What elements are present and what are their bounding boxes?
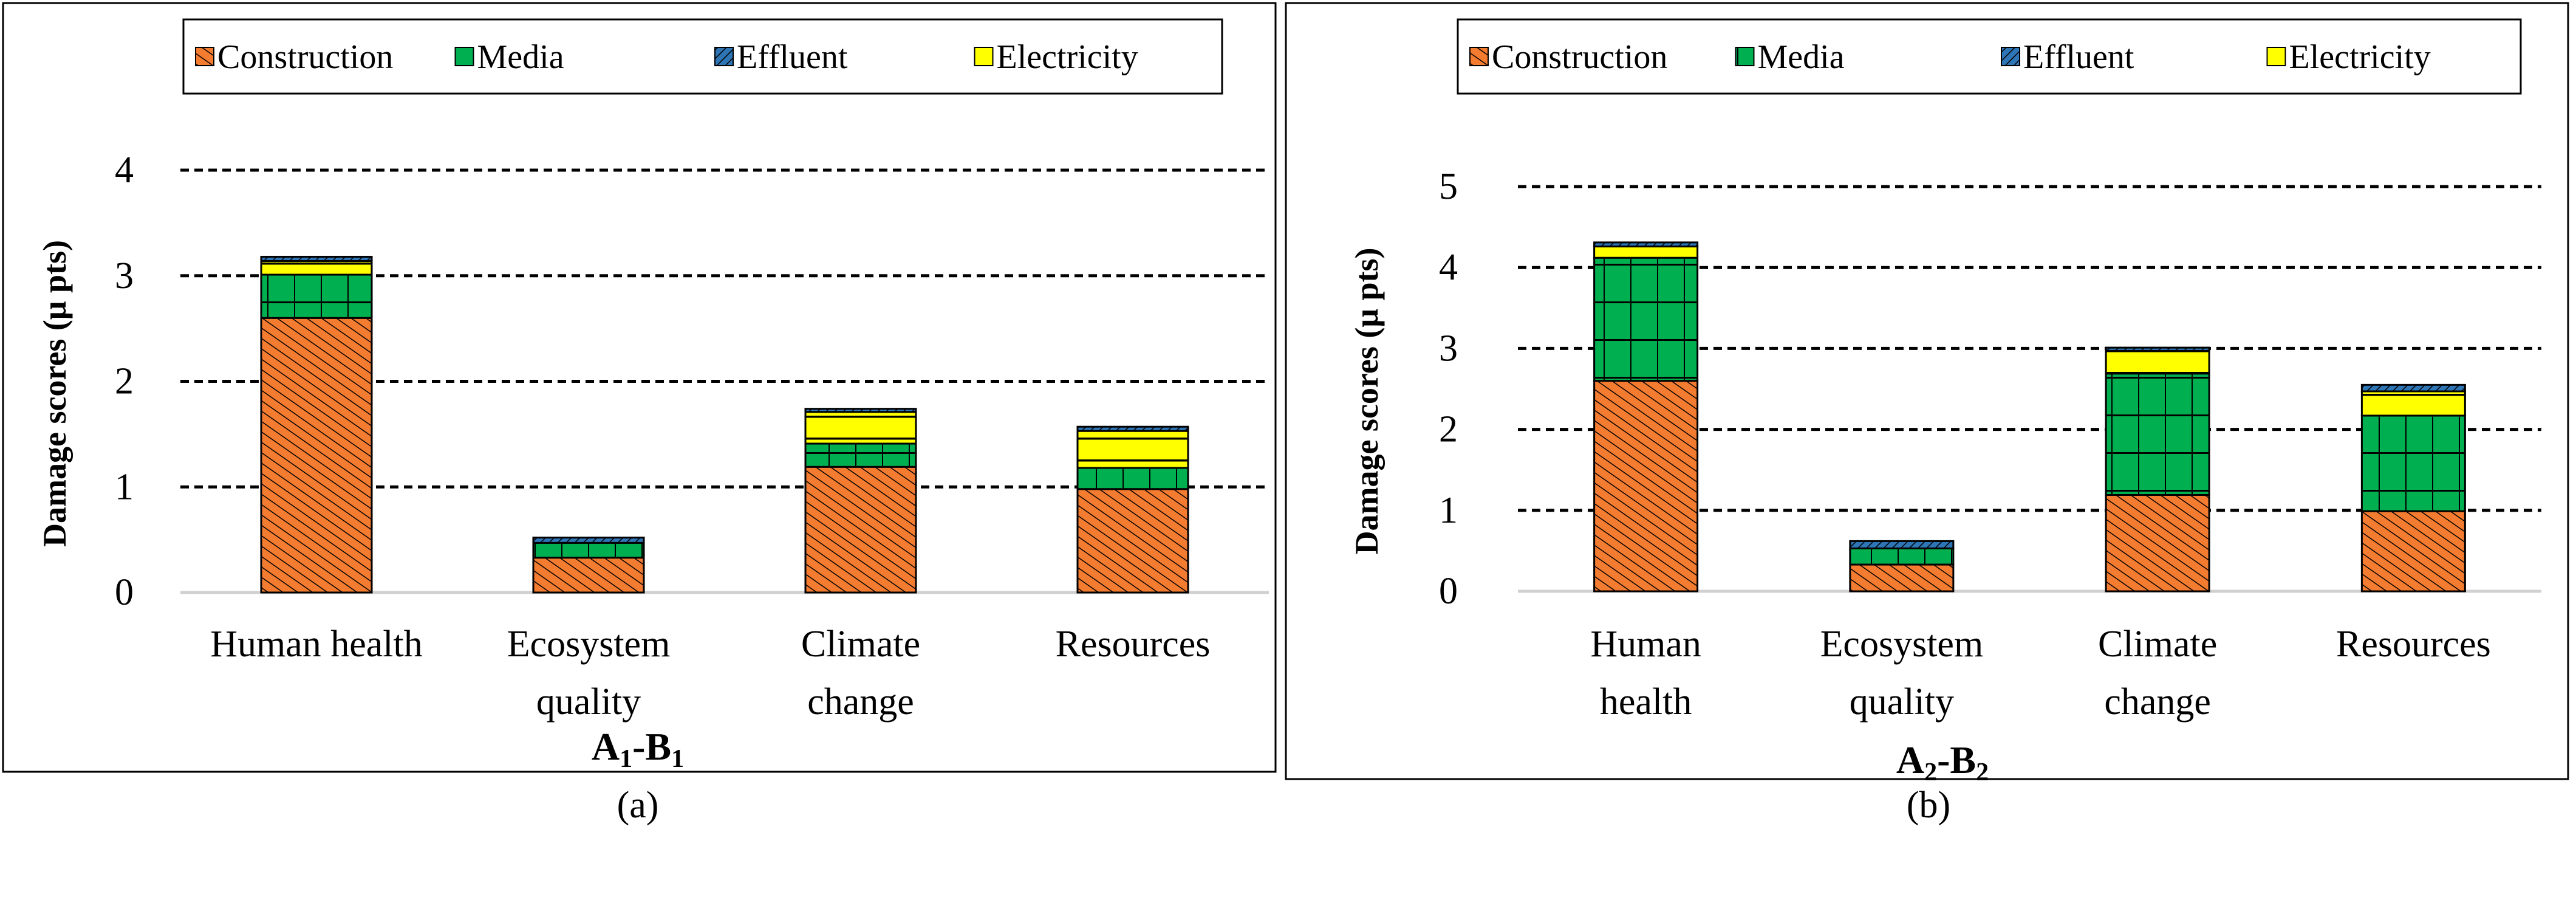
- bar-effluent-1: [532, 537, 645, 544]
- chart-title: A1-B1: [592, 725, 684, 773]
- bar-construction-3: [2360, 510, 2466, 593]
- x-tick-label: quality: [1850, 681, 1954, 723]
- x-tick-label: Human: [1590, 623, 1701, 665]
- legend-label-construction: Construction: [1492, 38, 1667, 76]
- x-tick-label: Climate: [2098, 623, 2217, 665]
- bar-effluent-2: [804, 408, 917, 413]
- bar-media-3: [1076, 467, 1189, 490]
- legend-swatch-media: [454, 47, 474, 66]
- bar-electricity-3: [2360, 390, 2466, 417]
- bar-effluent-1: [1849, 540, 1955, 549]
- y-tick-label: 0: [1439, 571, 1458, 612]
- bar-construction-1: [1849, 563, 1955, 593]
- bar-media-1: [1849, 547, 1955, 566]
- y-tick-label: 4: [115, 149, 134, 191]
- y-axis-label: Damage scores (μ pts): [36, 240, 73, 547]
- legend-swatch-effluent: [2001, 47, 2020, 66]
- bar-electricity-3: [1076, 430, 1189, 469]
- legend: Construction Media Effluent Electricity: [182, 18, 1223, 95]
- chart-b: Construction Media Effluent Electricity 0 1 2 3…: [1285, 2, 2569, 786]
- x-tick-label: Resources: [1056, 623, 1211, 665]
- bar-media-1: [532, 541, 645, 559]
- bar-effluent-0: [260, 255, 373, 262]
- legend-box: [182, 18, 1223, 95]
- caption-b: (b): [1906, 785, 1951, 826]
- legend-swatch-construction: [195, 47, 214, 66]
- y-tick-label: 3: [1439, 328, 1458, 369]
- y-tick-label: 1: [1439, 490, 1458, 531]
- caption-a: (a): [617, 785, 659, 826]
- bar-electricity-0: [260, 259, 373, 276]
- y-tick-label: 1: [115, 466, 134, 507]
- y-tick-label: 5: [1439, 166, 1458, 207]
- bar-construction-3: [1076, 488, 1189, 594]
- chart-title: A2-B2: [1896, 738, 1989, 786]
- x-tick-label: Ecosystem: [1820, 623, 1984, 665]
- legend-label-media: Media: [1758, 38, 1845, 76]
- bar-effluent-3: [2360, 383, 2466, 393]
- bar-effluent-2: [2105, 346, 2210, 352]
- bar-construction-0: [260, 317, 373, 594]
- x-tick-label: Resources: [2336, 623, 2491, 665]
- legend-swatch-construction: [1469, 47, 1489, 66]
- legend-swatch-electricity: [2266, 47, 2286, 66]
- bar-construction-2: [2105, 493, 2210, 593]
- x-tick-label: change: [2104, 681, 2211, 723]
- bar-construction-1: [532, 557, 645, 594]
- bar-media-2: [2105, 373, 2210, 496]
- bar-effluent-3: [1076, 425, 1189, 432]
- bar-media-0: [1593, 256, 1699, 382]
- x-tick-label: Ecosystem: [507, 623, 671, 665]
- legend-box: [1457, 18, 2522, 95]
- x-tick-label: Human health: [210, 623, 423, 665]
- bar-media-2: [804, 442, 917, 468]
- legend-swatch-electricity: [974, 47, 994, 66]
- panel-border: [1285, 2, 2569, 780]
- y-tick-label: 4: [1439, 247, 1458, 288]
- bar-construction-2: [804, 465, 917, 594]
- legend-label-electricity: Electricity: [2289, 38, 2431, 76]
- bar-electricity-0: [1593, 246, 1699, 259]
- y-tick-label: 3: [115, 255, 134, 297]
- bar-media-3: [2360, 414, 2466, 512]
- x-tick-label: quality: [536, 681, 641, 723]
- bar-media-0: [260, 273, 373, 319]
- y-tick-label: 2: [115, 361, 134, 402]
- x-tick-label: Climate: [801, 623, 920, 665]
- x-tick-label: change: [807, 681, 914, 723]
- legend: Construction Media Effluent Electricity: [1457, 18, 2522, 95]
- legend-swatch-effluent: [714, 47, 734, 66]
- x-tick-label: health: [1600, 681, 1692, 723]
- bar-electricity-2: [804, 411, 917, 445]
- legend-label-construction: Construction: [217, 38, 393, 76]
- y-tick-label: 2: [1439, 409, 1458, 450]
- legend-label-effluent: Effluent: [737, 38, 848, 76]
- bar-effluent-0: [1593, 241, 1699, 248]
- legend-label-media: Media: [477, 38, 564, 76]
- legend-swatch-media: [1735, 47, 1755, 66]
- y-axis-label: Damage scores (μ pts): [1348, 247, 1385, 554]
- bar-construction-0: [1593, 380, 1699, 593]
- legend-label-effluent: Effluent: [2023, 38, 2134, 76]
- chart-a: Construction Media Effluent Electricity 0 1 2 3…: [2, 2, 1277, 773]
- bar-electricity-2: [2105, 349, 2210, 375]
- panel-border: [2, 2, 1277, 773]
- legend-label-electricity: Electricity: [997, 38, 1138, 76]
- y-tick-label: 0: [115, 572, 134, 613]
